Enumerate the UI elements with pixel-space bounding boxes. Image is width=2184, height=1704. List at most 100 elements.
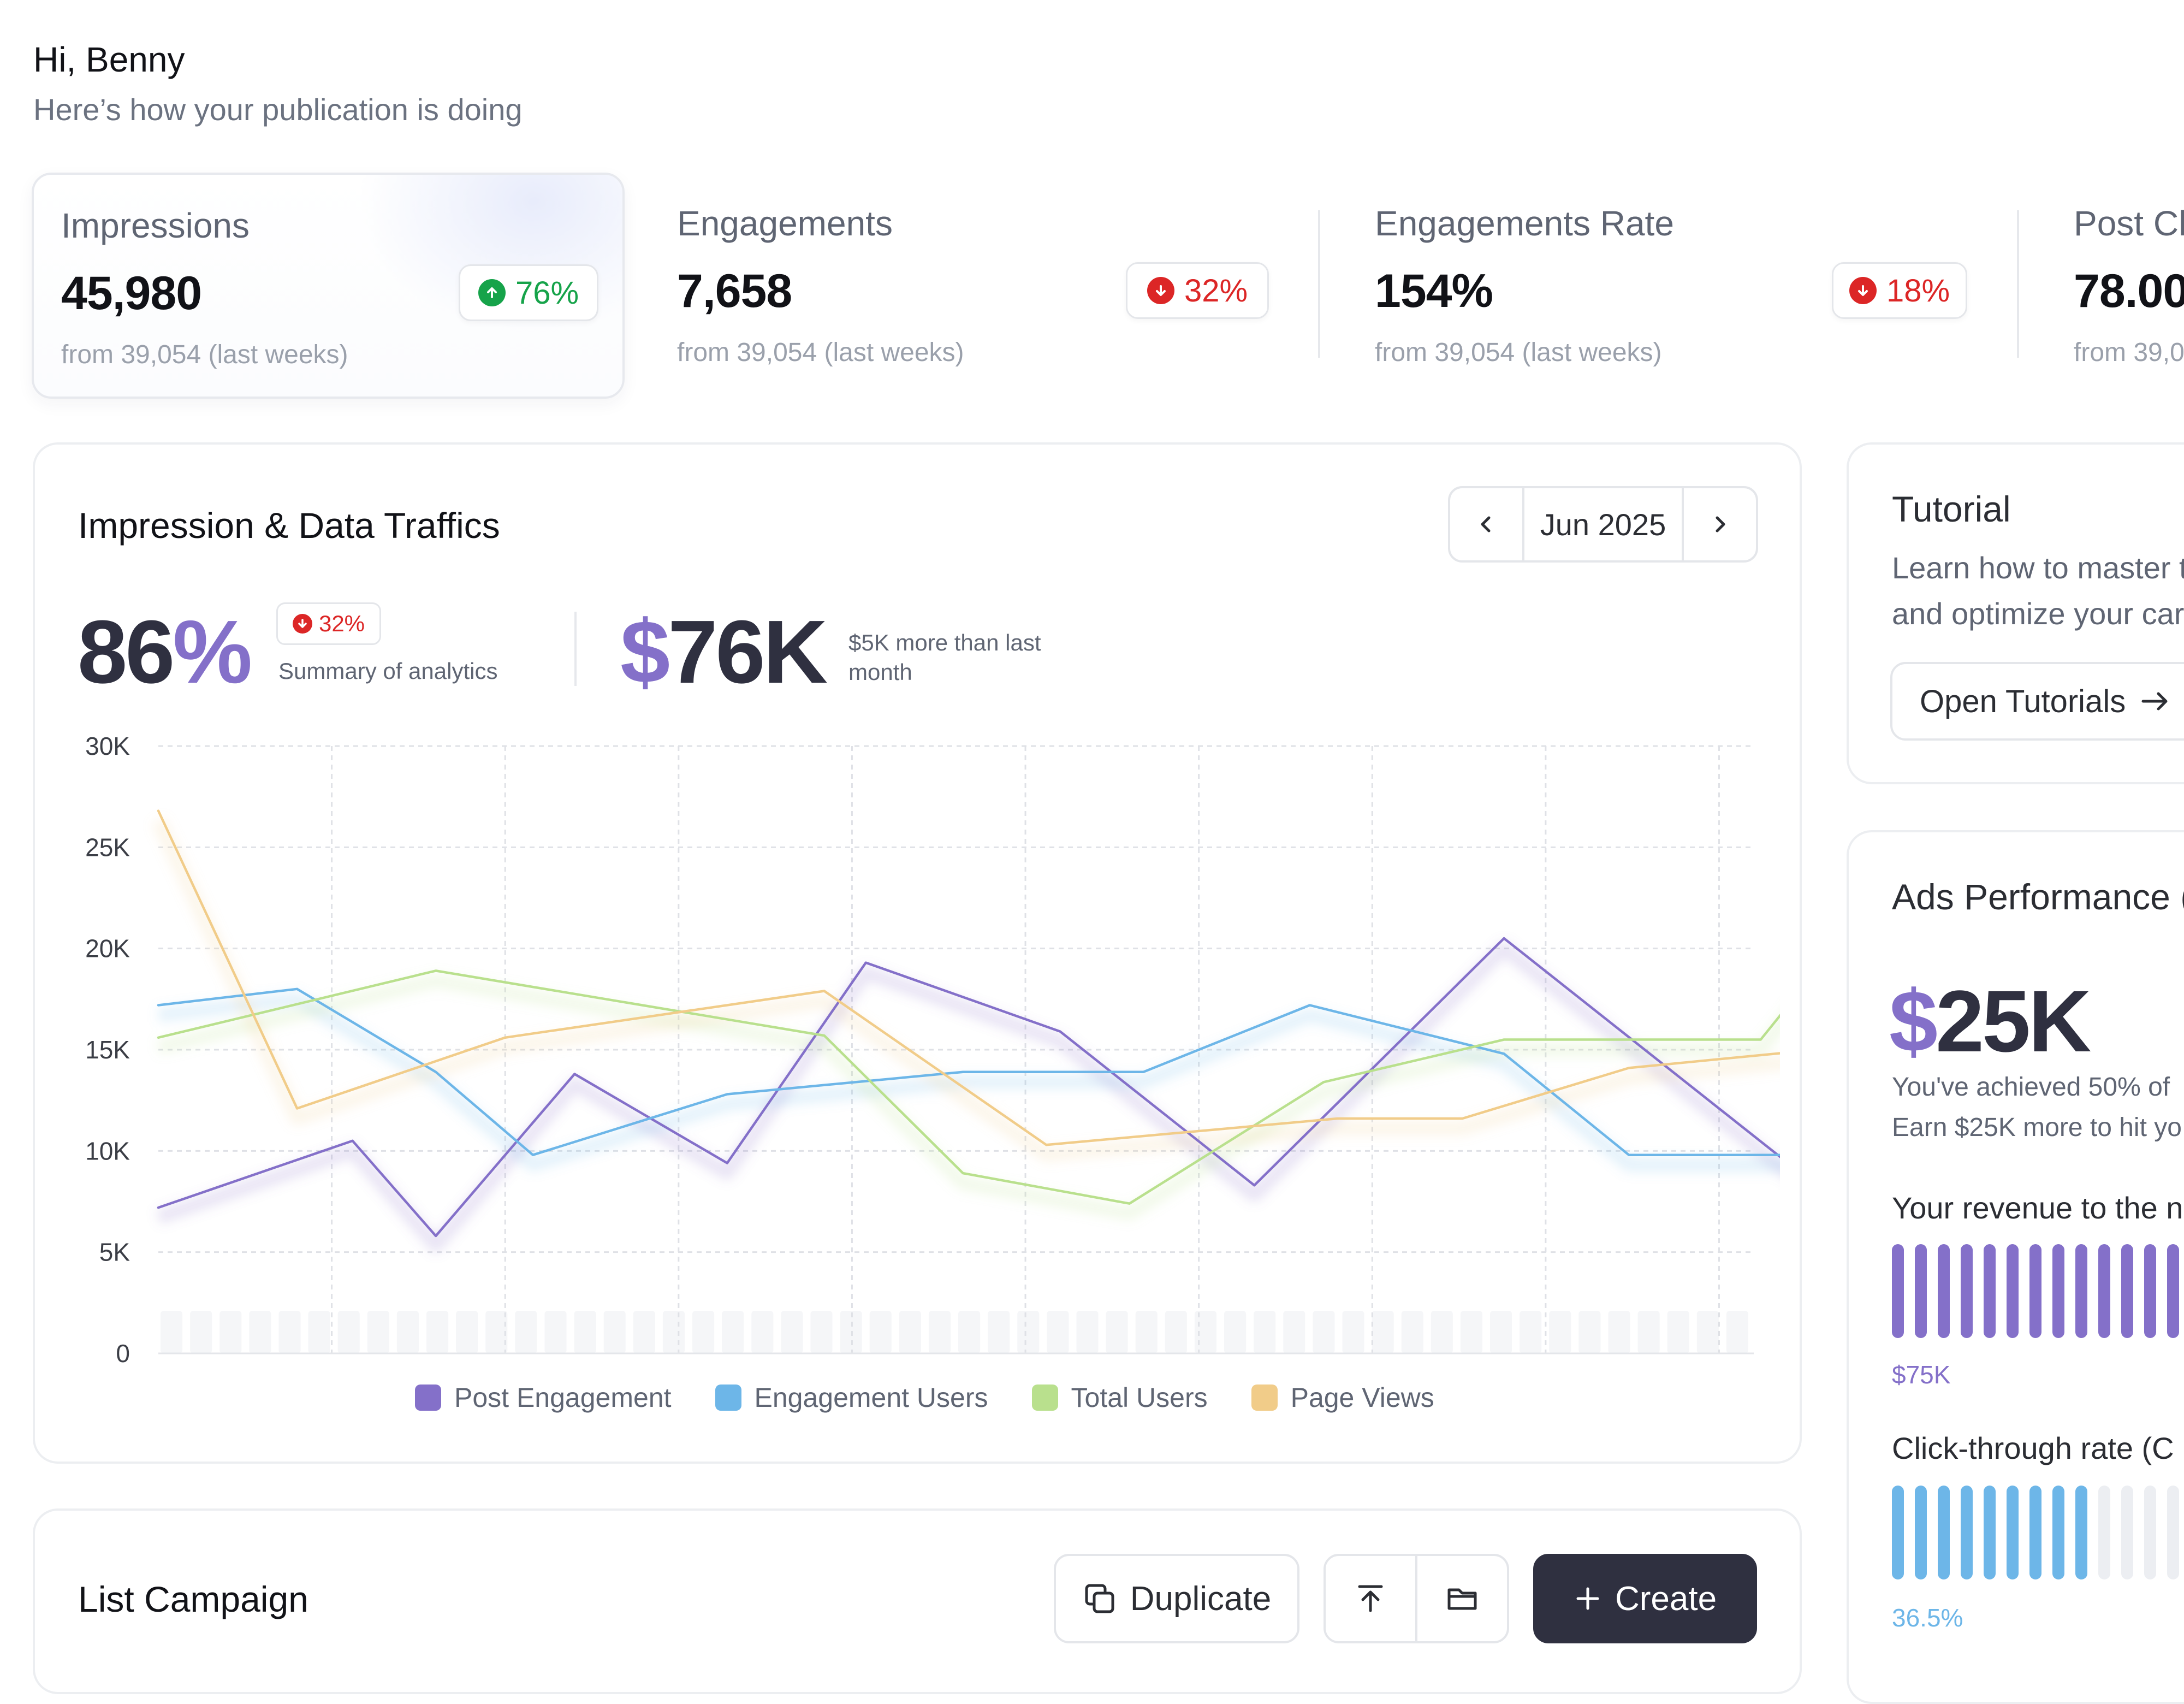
legend-item[interactable]: Total Users <box>1031 1382 1208 1413</box>
background-bar <box>1696 1311 1719 1353</box>
revenue-note: $5K more than last month <box>848 630 1041 685</box>
background-bar <box>662 1311 685 1353</box>
folder-icon <box>1447 1588 1477 1610</box>
y-tick-label: 30K <box>85 732 130 760</box>
stat-change-value: 32% <box>1184 273 1248 309</box>
background-bar <box>1342 1311 1364 1353</box>
background-bar <box>1726 1311 1748 1353</box>
arrow-down-icon <box>292 614 312 634</box>
ctr-progress-bars <box>1892 1486 2184 1579</box>
ctr-bar <box>1938 1486 1950 1579</box>
background-bar <box>1017 1311 1040 1353</box>
stat-change-badge: 18% <box>1832 262 1967 319</box>
legend-label: Engagement Users <box>754 1382 988 1413</box>
prev-month-button[interactable] <box>1450 488 1522 560</box>
currency-symbol: $ <box>1889 972 1938 1070</box>
stat-change-value: 76% <box>515 275 579 311</box>
summary-change-badge: 32% <box>276 602 381 645</box>
revenue-bar <box>1938 1244 1950 1338</box>
month-selector: Jun 2025 <box>1448 486 1758 563</box>
ctr-bar <box>2075 1486 2087 1579</box>
revenue-target-value: $75K <box>1892 1360 1951 1389</box>
stat-change-badge: 32% <box>1126 262 1269 319</box>
duplicate-button[interactable]: Duplicate <box>1054 1554 1299 1643</box>
ctr-bar <box>2029 1486 2041 1579</box>
background-bar <box>426 1311 449 1353</box>
legend-item[interactable]: Post Engagement <box>415 1382 672 1413</box>
background-bar <box>1254 1311 1276 1353</box>
ads-line-1: You've achieved 50% of <box>1892 1073 2170 1102</box>
background-bar <box>603 1311 626 1353</box>
revenue-bar <box>2029 1244 2041 1338</box>
revenue-bar <box>2007 1244 2019 1338</box>
legend-swatch <box>1251 1384 1278 1411</box>
stat-from: from 39,054 (last weeks) <box>677 338 964 367</box>
open-tutorials-label: Open Tutorials <box>1920 683 2126 719</box>
background-bar <box>1549 1311 1571 1353</box>
y-tick-label: 5K <box>99 1238 130 1267</box>
background-bar <box>1578 1311 1601 1353</box>
y-tick-label: 25K <box>85 833 130 861</box>
y-tick-label: 0 <box>116 1339 130 1365</box>
stat-card-impressions[interactable]: Impressions 45,980 76% from 39,054 (last… <box>32 173 625 399</box>
create-button[interactable]: Create <box>1533 1554 1757 1643</box>
revenue-value: 76K <box>668 602 828 702</box>
background-bar <box>988 1311 1010 1353</box>
background-bar <box>219 1311 242 1353</box>
background-bar <box>161 1311 183 1353</box>
ctr-bar <box>2121 1486 2133 1579</box>
stat-divider <box>1318 210 1320 358</box>
ctr-bar <box>1984 1486 1996 1579</box>
ads-amount: $25K <box>1889 971 2091 1072</box>
background-bar <box>781 1311 803 1353</box>
chevron-left-icon <box>1481 516 1491 532</box>
legend-item[interactable]: Engagement Users <box>715 1382 988 1413</box>
y-tick-label: 15K <box>85 1036 130 1064</box>
legend-swatch <box>415 1384 441 1411</box>
revenue-bar <box>2098 1244 2110 1338</box>
summary-change-value: 32% <box>318 611 365 636</box>
stat-from: from 39,054 (last weeks) <box>61 340 348 369</box>
summary-percentage: 86% <box>78 601 252 703</box>
current-month[interactable]: Jun 2025 <box>1522 488 1684 560</box>
legend-swatch <box>1031 1384 1058 1411</box>
background-bar <box>1667 1311 1689 1353</box>
export-button[interactable] <box>1326 1556 1417 1641</box>
ads-line-2: Earn $25K more to hit yo <box>1892 1113 2182 1142</box>
open-tutorials-button[interactable]: Open Tutorials <box>1890 662 2184 741</box>
background-bar <box>869 1311 892 1353</box>
stat-from: from 39,0 <box>2074 338 2184 367</box>
background-bar <box>1106 1311 1128 1353</box>
ctr-bar <box>1961 1486 1973 1579</box>
series-line <box>157 987 1780 1156</box>
background-bar <box>1135 1311 1158 1353</box>
background-bar <box>1460 1311 1482 1353</box>
stat-label: Post Cl <box>2074 204 2184 243</box>
ctr-bar <box>2052 1486 2064 1579</box>
series-line <box>157 809 1780 1146</box>
ctr-bar <box>1915 1486 1927 1579</box>
folder-button[interactable] <box>1417 1556 1507 1641</box>
summary-value: 86 <box>78 602 175 702</box>
stat-card-engagements[interactable]: Engagements 7,658 32% from 39,054 (last … <box>644 173 1289 399</box>
ctr-bar <box>2098 1486 2110 1579</box>
ctr-bar <box>2167 1486 2179 1579</box>
arrow-down-icon <box>1849 277 1877 304</box>
currency-symbol: $ <box>620 602 670 702</box>
series-line <box>157 937 1780 1238</box>
revenue-bar <box>1892 1244 1904 1338</box>
background-bar <box>928 1311 951 1353</box>
duplicate-label: Duplicate <box>1130 1579 1272 1618</box>
upload-icon <box>1358 1585 1383 1612</box>
duplicate-icon <box>1085 1584 1114 1613</box>
revenue-bar <box>2167 1244 2179 1338</box>
legend-item[interactable]: Page Views <box>1251 1382 1434 1413</box>
ctr-bar <box>1892 1486 1904 1579</box>
next-month-button[interactable] <box>1684 488 1756 560</box>
background-bar <box>249 1311 271 1353</box>
stat-card-engagements-rate[interactable]: Engagements Rate 154% 18% from 39,054 (l… <box>1343 173 1987 399</box>
stat-card-post-clicks[interactable]: Post Cl 78.00 from 39,0 <box>2042 173 2184 399</box>
legend-swatch <box>715 1384 741 1411</box>
stat-value: 45,980 <box>61 267 202 319</box>
background-bar <box>633 1311 655 1353</box>
